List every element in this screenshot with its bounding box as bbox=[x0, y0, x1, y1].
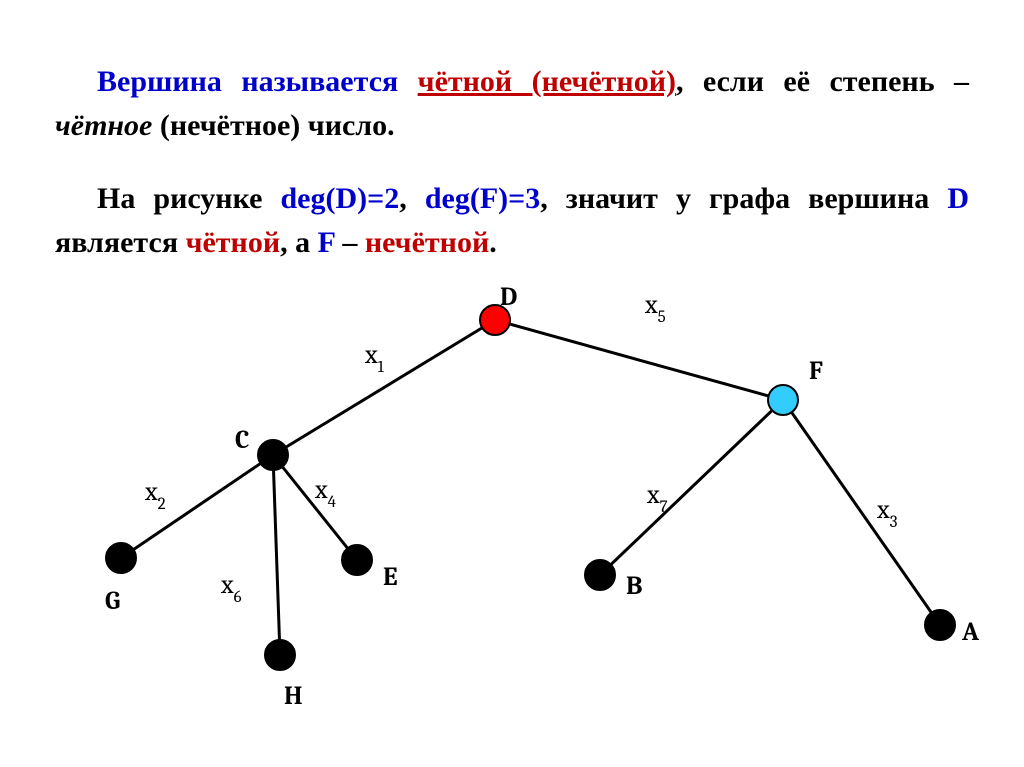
node-E bbox=[342, 545, 372, 575]
p2-degF: deg(F)=3 bbox=[425, 182, 540, 215]
edge-label-x1: x1 bbox=[365, 340, 384, 374]
graph-diagram: DFCEGHBAx1x2x3x4x5x6x7 bbox=[55, 270, 969, 740]
p1-even-odd: чётной (нечётной) bbox=[418, 65, 676, 98]
edge-x2 bbox=[121, 455, 273, 558]
node-B bbox=[585, 560, 615, 590]
node-label-F: F bbox=[809, 356, 823, 386]
p1-odd-number: (нечётное) число. bbox=[152, 109, 394, 142]
p2-and: , а bbox=[280, 226, 318, 259]
edge-label-x6: x6 bbox=[221, 570, 242, 604]
p1-vertex: Вершина называется bbox=[97, 65, 418, 98]
node-G bbox=[106, 543, 136, 573]
edge-x1 bbox=[273, 320, 495, 455]
paragraph-1: Вершина называется чётной (нечётной), ес… bbox=[55, 60, 969, 147]
edge-x7 bbox=[600, 400, 783, 575]
p2-is: является bbox=[55, 226, 186, 259]
node-label-E: E bbox=[383, 562, 398, 592]
edge-x6 bbox=[273, 455, 280, 655]
edge-label-x2: x2 bbox=[145, 477, 166, 511]
p2-on-figure: На рисунке bbox=[97, 182, 281, 215]
graph-svg bbox=[55, 270, 975, 740]
edge-label-x4: x4 bbox=[315, 475, 336, 509]
p1-even: чётное bbox=[55, 109, 152, 142]
node-A bbox=[925, 610, 955, 640]
p2-comma: , bbox=[399, 182, 425, 215]
page: Вершина называется чётной (нечётной), ес… bbox=[0, 0, 1024, 740]
node-label-A: A bbox=[962, 617, 979, 647]
p2-degD: deg(D)=2 bbox=[281, 182, 400, 215]
p2-dot: . bbox=[489, 226, 497, 259]
edge-label-x5: x5 bbox=[645, 290, 666, 324]
node-C bbox=[258, 440, 288, 470]
node-label-G: G bbox=[105, 586, 120, 616]
node-F bbox=[768, 385, 798, 415]
node-label-C: C bbox=[235, 425, 249, 455]
node-label-H: H bbox=[284, 681, 303, 711]
edge-label-x3: x3 bbox=[877, 495, 897, 529]
p2-means: , значит у графа вершина bbox=[540, 182, 947, 215]
node-label-B: B bbox=[626, 571, 642, 601]
p1-if: , если её степень – bbox=[676, 65, 969, 98]
edge-x5 bbox=[495, 320, 783, 400]
p2-D: D bbox=[947, 182, 969, 215]
paragraph-2: На рисунке deg(D)=2, deg(F)=3, значит у … bbox=[55, 177, 969, 264]
edge-x3 bbox=[783, 400, 940, 625]
p2-dash: – bbox=[335, 226, 365, 259]
p2-F: F bbox=[318, 226, 335, 259]
edge-label-x7: x7 bbox=[647, 480, 668, 514]
p2-odd: нечётной bbox=[365, 226, 489, 259]
p2-even: чётной bbox=[186, 226, 281, 259]
node-H bbox=[265, 640, 295, 670]
node-label-D: D bbox=[500, 282, 517, 312]
